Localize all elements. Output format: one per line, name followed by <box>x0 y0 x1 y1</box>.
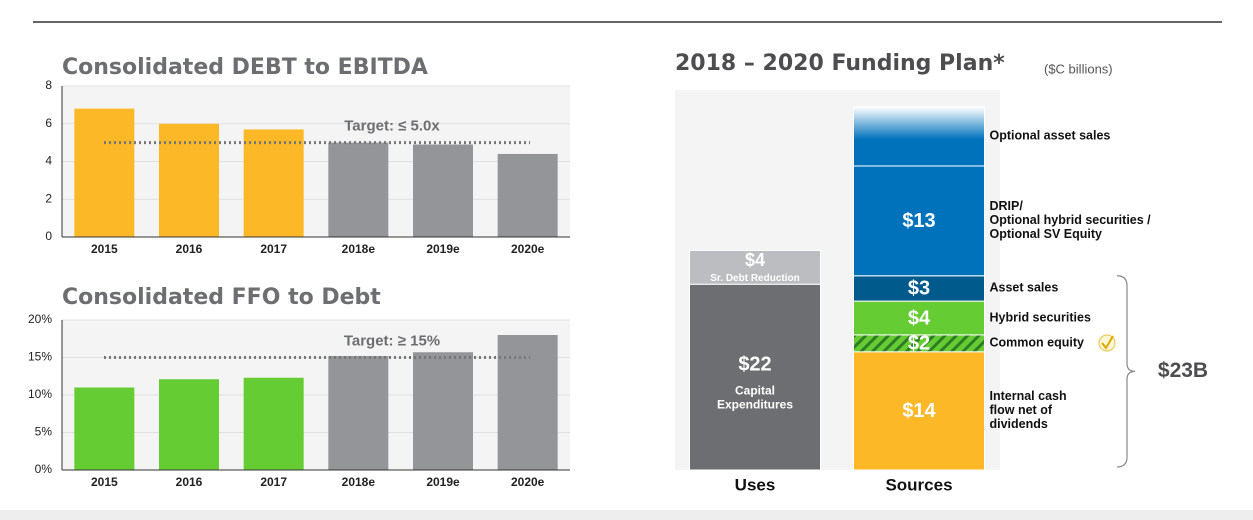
y-tick-label: 5% <box>35 425 53 439</box>
bar-segment <box>689 249 821 285</box>
bar <box>159 123 219 237</box>
y-tick-label: 0 <box>45 229 52 243</box>
y-tick-label: 20% <box>28 312 52 326</box>
bar <box>328 356 389 470</box>
segment-name: Capital <box>735 383 775 397</box>
total-brace <box>1116 275 1136 468</box>
legend-label: Optional SV Equity <box>990 227 1103 241</box>
legend-label: Hybrid securities <box>990 310 1091 324</box>
bar <box>159 379 219 470</box>
value-label: $2 <box>908 333 930 355</box>
x-tick-label: 2015 <box>91 475 118 489</box>
bar <box>413 352 473 470</box>
chart-title: Consolidated DEBT to EBITDA <box>62 55 428 80</box>
x-tick-label: 2020e <box>511 242 545 256</box>
value-label: $14 <box>902 400 936 422</box>
segment-name: Sr. Debt Reduction <box>710 273 799 284</box>
value-label: $4 <box>908 307 931 329</box>
segment-name: Expenditures <box>717 397 793 411</box>
chart-title: Consolidated FFO to Debt <box>62 285 381 310</box>
check-icon <box>1101 335 1114 350</box>
legend-label: DRIP/ <box>990 199 1024 213</box>
total-label: $23B <box>1158 359 1208 382</box>
legend-label: Asset sales <box>990 281 1059 295</box>
value-label: $4 <box>745 250 765 270</box>
legend-label: Common equity <box>990 336 1084 350</box>
x-tick-label: 2015 <box>91 242 118 256</box>
x-tick-label: 2019e <box>426 242 460 256</box>
legend-label: Internal cash <box>990 389 1067 403</box>
chart-subtitle: ($C billions) <box>1044 61 1113 76</box>
x-tick-label: 2018e <box>342 475 376 489</box>
bar-segment <box>853 351 985 471</box>
y-tick-label: 10% <box>28 387 52 401</box>
value-label: $3 <box>908 278 930 300</box>
target-label: Target: ≤ 5.0x <box>344 118 440 135</box>
chart-title: 2018 – 2020 Funding Plan* <box>675 51 1005 76</box>
value-label: $22 <box>738 353 771 375</box>
target-label: Target: ≥ 15% <box>344 332 440 349</box>
bar <box>74 108 135 238</box>
value-label: $13 <box>902 210 935 232</box>
x-tick-label: 2017 <box>260 475 287 489</box>
legend-label: Optional asset sales <box>990 129 1111 143</box>
legend-label: flow net of <box>990 403 1053 417</box>
x-tick-label: 2016 <box>176 242 203 256</box>
y-tick-label: 4 <box>45 154 52 168</box>
bar-segment <box>853 106 985 167</box>
legend-label: dividends <box>990 417 1048 431</box>
bar <box>328 142 389 237</box>
x-tick-label: 2020e <box>511 475 545 489</box>
x-tick-label: 2018e <box>342 242 376 256</box>
bar-segment <box>853 165 985 277</box>
x-tick-label: 2017 <box>260 242 287 256</box>
x-tick-label: Sources <box>885 475 952 494</box>
y-tick-label: 2 <box>45 191 52 205</box>
bar-segment <box>689 283 821 471</box>
bar <box>74 387 135 470</box>
bar <box>413 144 473 237</box>
y-tick-label: 8 <box>45 78 52 92</box>
y-tick-label: 0% <box>35 462 53 476</box>
y-tick-label: 6 <box>45 116 52 130</box>
bar <box>243 129 304 237</box>
legend-label: Optional hybrid securities / <box>990 213 1152 227</box>
x-tick-label: 2016 <box>176 475 203 489</box>
x-tick-label: 2019e <box>426 475 460 489</box>
bar <box>497 335 558 470</box>
bar <box>243 377 304 470</box>
x-tick-label: Uses <box>735 475 776 494</box>
bar <box>497 153 558 237</box>
footer-strip <box>0 510 1253 520</box>
y-tick-label: 15% <box>28 350 52 364</box>
